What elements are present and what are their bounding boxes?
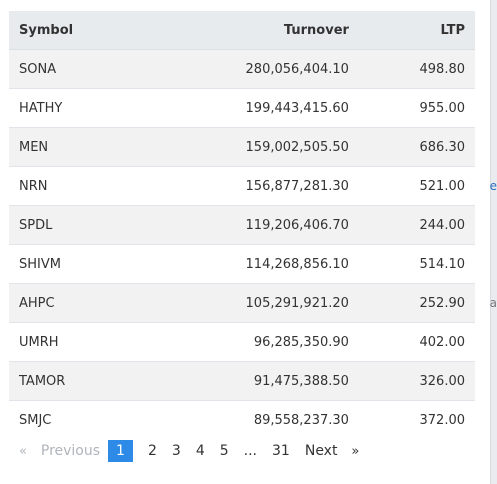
page-1-button[interactable]: 1 bbox=[108, 440, 133, 462]
table-row: MEN 159,002,505.50 686.30 bbox=[9, 127, 475, 167]
adjacent-panel-edge bbox=[490, 0, 497, 484]
previous-label: Previous bbox=[40, 443, 101, 459]
ltp-cell: 686.30 bbox=[358, 127, 475, 167]
symbol-cell[interactable]: NRN bbox=[9, 166, 141, 206]
turnover-cell: 96,285,350.90 bbox=[140, 322, 359, 362]
turnover-cell: 89,558,237.30 bbox=[140, 400, 359, 439]
table-header: Symbol Turnover LTP bbox=[9, 11, 475, 50]
table-row: AHPC 105,291,921.20 252.90 bbox=[9, 283, 475, 323]
previous-button[interactable]: « Previous bbox=[12, 440, 107, 462]
ltp-cell: 372.00 bbox=[358, 400, 475, 439]
symbol-cell[interactable]: SHIVM bbox=[9, 244, 141, 284]
header-turnover[interactable]: Turnover bbox=[140, 11, 359, 50]
table-row: TAMOR 91,475,388.50 326.00 bbox=[9, 361, 475, 401]
turnover-cell: 280,056,404.10 bbox=[140, 49, 359, 89]
page-2-button[interactable]: 2 bbox=[147, 443, 157, 459]
turnover-cell: 159,002,505.50 bbox=[140, 127, 359, 167]
page-5-button[interactable]: 5 bbox=[219, 443, 229, 459]
next-button[interactable]: Next » bbox=[298, 440, 367, 462]
symbol-cell[interactable]: HATHY bbox=[9, 88, 141, 128]
next-label: Next bbox=[304, 443, 338, 459]
turnover-cell: 156,877,281.30 bbox=[140, 166, 359, 206]
table-row: HATHY 199,443,415.60 955.00 bbox=[9, 88, 475, 128]
turnover-cell: 199,443,415.60 bbox=[140, 88, 359, 128]
table-row: SMJC 89,558,237.30 372.00 bbox=[9, 400, 475, 439]
clipped-text-fragment: e bbox=[489, 179, 497, 193]
double-chevron-right-icon: » bbox=[351, 444, 360, 459]
table-row: NRN 156,877,281.30 521.00 bbox=[9, 166, 475, 206]
table-row: SHIVM 114,268,856.10 514.10 bbox=[9, 244, 475, 284]
pagination: « Previous 1 2 3 4 5 ... 31 Next » bbox=[12, 440, 367, 462]
turnover-table: Symbol Turnover LTP SONA 280,056,404.10 … bbox=[9, 11, 475, 439]
clipped-text-fragment: a bbox=[489, 296, 497, 310]
ltp-cell: 252.90 bbox=[358, 283, 475, 323]
turnover-cell: 91,475,388.50 bbox=[140, 361, 359, 401]
page-3-button[interactable]: 3 bbox=[171, 443, 181, 459]
header-symbol[interactable]: Symbol bbox=[9, 11, 141, 50]
table-row: UMRH 96,285,350.90 402.00 bbox=[9, 322, 475, 362]
symbol-cell[interactable]: SONA bbox=[9, 49, 141, 89]
ltp-cell: 402.00 bbox=[358, 322, 475, 362]
double-chevron-left-icon: « bbox=[19, 444, 27, 459]
header-ltp[interactable]: LTP bbox=[358, 11, 475, 50]
turnover-cell: 119,206,406.70 bbox=[140, 205, 359, 245]
table-row: SONA 280,056,404.10 498.80 bbox=[9, 49, 475, 89]
ltp-cell: 326.00 bbox=[358, 361, 475, 401]
page-4-button[interactable]: 4 bbox=[195, 443, 205, 459]
symbol-cell[interactable]: UMRH bbox=[9, 322, 141, 362]
ltp-cell: 514.10 bbox=[358, 244, 475, 284]
table-row: SPDL 119,206,406.70 244.00 bbox=[9, 205, 475, 245]
ltp-cell: 244.00 bbox=[358, 205, 475, 245]
table-body: SONA 280,056,404.10 498.80 HATHY 199,443… bbox=[9, 49, 475, 439]
pagination-ellipsis: ... bbox=[243, 443, 258, 459]
symbol-cell[interactable]: AHPC bbox=[9, 283, 141, 323]
ltp-cell: 955.00 bbox=[358, 88, 475, 128]
symbol-cell[interactable]: MEN bbox=[9, 127, 141, 167]
ltp-cell: 498.80 bbox=[358, 49, 475, 89]
symbol-cell[interactable]: SPDL bbox=[9, 205, 141, 245]
header-row: Symbol Turnover LTP bbox=[9, 11, 475, 50]
ltp-cell: 521.00 bbox=[358, 166, 475, 206]
turnover-cell: 114,268,856.10 bbox=[140, 244, 359, 284]
symbol-cell[interactable]: TAMOR bbox=[9, 361, 141, 401]
symbol-cell[interactable]: SMJC bbox=[9, 400, 141, 439]
page-31-button[interactable]: 31 bbox=[272, 443, 290, 459]
turnover-cell: 105,291,921.20 bbox=[140, 283, 359, 323]
